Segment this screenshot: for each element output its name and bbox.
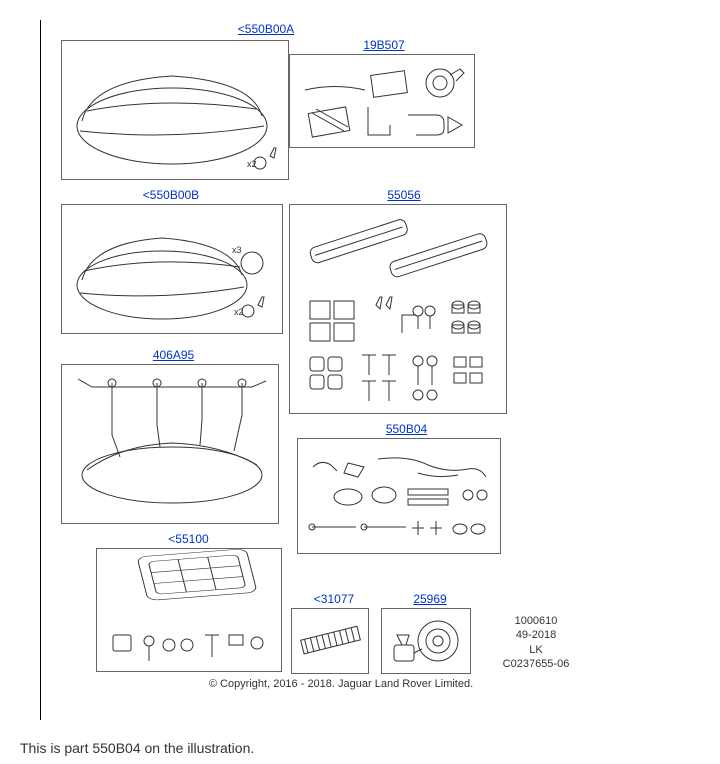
qty-x2-b: x2 [234, 307, 244, 317]
label-25969[interactable]: 25969 [405, 592, 455, 606]
meta-line1: 1000610 [491, 614, 581, 628]
box-19B507 [289, 54, 475, 148]
meta-block: 1000610 49-2018 LK C0237655-06 [491, 614, 581, 671]
box-55056 [289, 204, 507, 414]
label-550B04[interactable]: 550B04 [379, 422, 434, 436]
label-55100[interactable]: <55100 [161, 532, 216, 546]
meta-line2: 49-2018 [491, 628, 581, 642]
label-55056[interactable]: 55056 [379, 188, 429, 202]
label-19B507[interactable]: 19B507 [359, 38, 409, 52]
accessory-kit-icon [290, 55, 476, 149]
qty-x2: x2 [247, 159, 257, 169]
meta-line4: C0237655-06 [491, 657, 581, 671]
label-406A95[interactable]: 406A95 [146, 348, 201, 362]
box-25969 [381, 608, 471, 674]
box-550B00A: x2 [61, 40, 289, 180]
label-550B00B[interactable]: <550B00B [136, 188, 206, 202]
caption-text: This is part 550B04 on the illustration. [20, 740, 254, 756]
box-55100 [96, 548, 282, 672]
box-31077 [291, 608, 369, 674]
roofbox-small-icon: x3 x2 [62, 205, 284, 335]
box-406A95 [61, 364, 279, 524]
label-31077[interactable]: <31077 [309, 592, 359, 606]
strap-icon [382, 609, 472, 675]
roofbox-large-icon: x2 [62, 41, 290, 181]
box-550B00B: x3 x2 [61, 204, 283, 334]
strip-icon [292, 609, 370, 675]
mount-kit-icon [298, 439, 502, 555]
qty-x3: x3 [232, 245, 242, 255]
label-550B00A[interactable]: <550B00A [231, 22, 301, 36]
crossbar-kit-icon [290, 205, 508, 415]
meta-line3: LK [491, 643, 581, 657]
box-550B04 [297, 438, 501, 554]
lift-system-icon [62, 365, 280, 525]
copyright-text: © Copyright, 2016 - 2018. Jaguar Land Ro… [181, 678, 501, 690]
rack-tray-icon [97, 549, 283, 673]
